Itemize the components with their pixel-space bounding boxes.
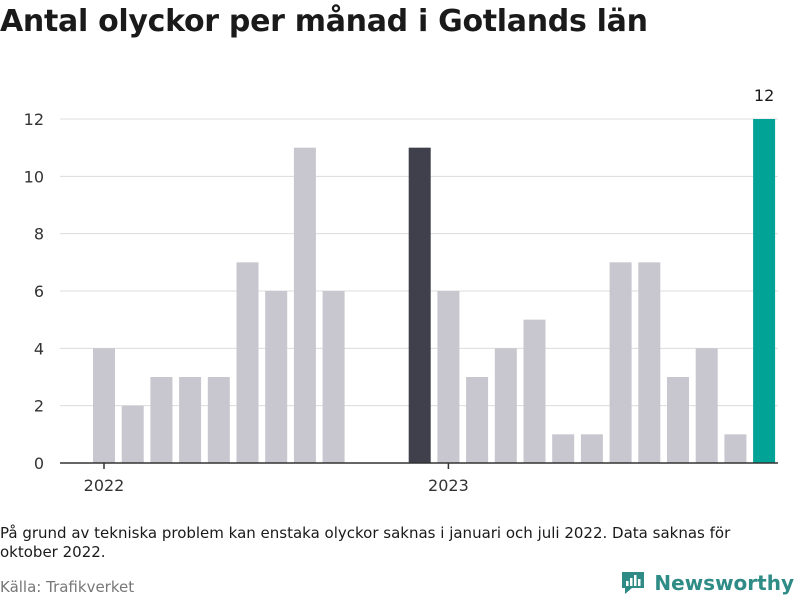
bar-2023-12 <box>753 119 776 463</box>
source-text: Källa: Trafikverket <box>0 578 135 596</box>
bar-2022-06 <box>236 262 259 463</box>
bar-2022-08 <box>293 147 316 463</box>
newsworthy-logo-icon <box>622 572 645 594</box>
bar-2022-05 <box>207 377 230 463</box>
bar-2023-11 <box>724 434 747 463</box>
bar-2023-02 <box>466 377 489 463</box>
bar-2022-09 <box>322 291 345 463</box>
x-tick-label: 2023 <box>428 476 469 495</box>
bar-2023-05 <box>552 434 575 463</box>
y-tick-label: 0 <box>34 454 44 473</box>
bars <box>93 119 776 463</box>
y-tick-label: 2 <box>34 397 44 416</box>
bar-2023-06 <box>580 434 603 463</box>
y-tick-label: 10 <box>24 167 44 186</box>
bar-2022-01 <box>93 348 115 463</box>
x-tick-label: 2022 <box>84 476 125 495</box>
bar-2023-10 <box>695 348 718 463</box>
data-label-2023-12: 12 <box>754 86 774 105</box>
y-tick-label: 12 <box>24 110 44 129</box>
brand-name: Newsworthy <box>654 571 794 595</box>
bar-2022-02 <box>121 405 144 463</box>
bar-2023-08 <box>638 262 661 463</box>
y-tick-label: 8 <box>34 225 44 244</box>
footnote: På grund av tekniska problem kan enstaka… <box>0 524 731 561</box>
bar-2022-04 <box>179 377 202 463</box>
bar-chart: 0 2 4 6 8 10 12 2022 2023 12 <box>24 86 778 495</box>
bar-2023-04 <box>523 319 546 463</box>
y-tick-label: 4 <box>34 339 44 358</box>
chart-title: Antal olyckor per månad i Gotlands län <box>0 4 648 39</box>
bar-2022-12 <box>408 147 431 463</box>
bar-2022-07 <box>265 291 288 463</box>
y-tick-label: 6 <box>34 282 44 301</box>
bar-2023-09 <box>667 377 689 463</box>
bar-2023-01 <box>437 291 460 463</box>
data-labels: 12 <box>754 86 774 105</box>
bar-2023-03 <box>494 348 517 463</box>
bar-2023-07 <box>609 262 632 463</box>
bar-2022-03 <box>150 377 173 463</box>
axes: 0 2 4 6 8 10 12 2022 2023 <box>24 110 778 495</box>
brand-logo[interactable]: Newsworthy <box>620 570 794 596</box>
